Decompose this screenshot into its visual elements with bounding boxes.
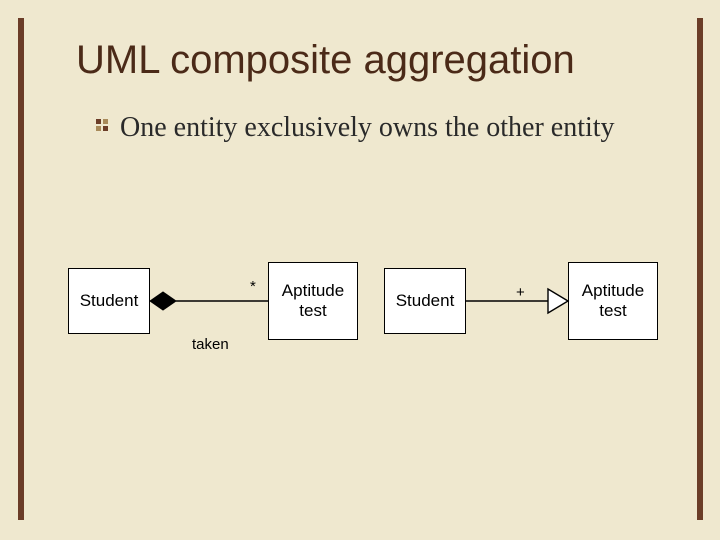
edge-right <box>697 18 703 520</box>
page-title: UML composite aggregation <box>76 38 575 83</box>
uml-box-aptitude-1: Aptitudetest <box>268 262 358 340</box>
body-text-content: One entity exclusively owns the other en… <box>120 112 615 143</box>
body-text: One entity exclusively owns the other en… <box>120 110 660 145</box>
uml-box-aptitude-2: Aptitudetest <box>568 262 658 340</box>
uml-box-student-1: Student <box>68 268 150 334</box>
uml-box-student-2: Student <box>384 268 466 334</box>
uml-diagram: Student Aptitudetest Student Aptitudetes… <box>68 262 658 374</box>
label-star: * <box>250 278 256 295</box>
slide: UML composite aggregation One entity exc… <box>0 0 720 540</box>
label-taken: taken <box>192 336 229 353</box>
bullet-icon <box>96 119 109 132</box>
label-plus: + <box>516 284 525 301</box>
edge-left <box>18 18 24 520</box>
